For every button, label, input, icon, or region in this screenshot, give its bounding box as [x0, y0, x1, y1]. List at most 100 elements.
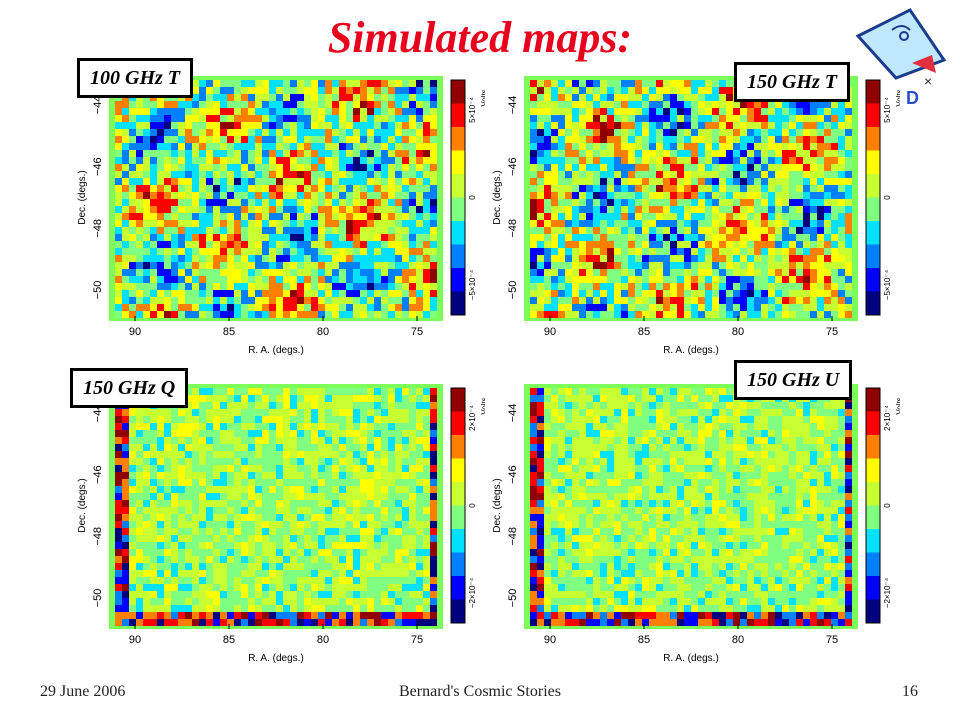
colorbar-tick-label: −5×10⁻⁴ [883, 269, 892, 300]
colorbar-frame [865, 79, 881, 316]
y-tick-label: −48 [507, 219, 519, 238]
colorbar-frame [865, 387, 881, 624]
colorbar-segment [866, 103, 880, 128]
colorbar-segment [451, 268, 465, 292]
footer-title: Bernard's Cosmic Stories [399, 683, 561, 700]
y-tick-label: −44 [92, 96, 104, 115]
x-tick-label: 90 [129, 326, 141, 338]
colorbar-segment [866, 291, 880, 316]
y-axis-label: Dec. (degs.) [492, 478, 503, 532]
colorbar-tick-label: 0 [468, 503, 477, 508]
colorbar-segment [866, 411, 880, 436]
map-plot: 2×10⁻⁴ 0 −2×10⁻⁴ Volts 90 85 80 75 −44 −46 −48 −50 R… [77, 384, 485, 664]
y-tick-label: −48 [92, 219, 104, 238]
colorbar-segment [451, 221, 465, 245]
colorbar-segment [451, 529, 465, 553]
colorbar-segment [451, 103, 465, 128]
colorbar-segment [866, 174, 880, 198]
y-tick-label: −46 [92, 157, 104, 176]
colorbar-segment [451, 150, 465, 175]
colorbar-segment [866, 197, 880, 222]
colorbar-segment [866, 435, 880, 459]
y-tick-label: −46 [92, 465, 104, 484]
panel-label: 100 GHz T [77, 58, 193, 98]
colorbar-tick-label: −2×10⁻⁴ [883, 577, 892, 608]
colorbar-segment [451, 244, 465, 269]
svg-text:×: × [924, 73, 932, 89]
colorbar-segment [866, 127, 880, 151]
map-panel-150ghz-t: 5×10⁻⁴ 0 −5×10⁻⁴ Volts 90 85 80 75 −44 −46 −48 −50 R… [490, 62, 900, 360]
map-panel-100ghz-t: 5×10⁻⁴ 0 −5×10⁻⁴ Volts 90 85 80 75 −44 −46 −48 −50 R… [75, 58, 485, 360]
colorbar-segment [866, 221, 880, 245]
colorbar-segment [451, 80, 465, 104]
map-plot: 5×10⁻⁴ 0 −5×10⁻⁴ Volts 90 85 80 75 −44 −46 −48 −50 R… [77, 76, 485, 356]
colorbar-segment [451, 411, 465, 436]
colorbar-segment [451, 174, 465, 198]
colorbar-tick-label: 2×10⁻⁴ [468, 405, 477, 431]
logo: × D [855, 8, 947, 106]
colorbar-unit-label: Volts [895, 89, 900, 106]
x-axis-label: R. A. (degs.) [663, 345, 719, 356]
y-tick-label: −50 [92, 589, 104, 608]
y-tick-label: −48 [92, 527, 104, 546]
colorbar-frame [450, 79, 466, 316]
map-image [530, 388, 852, 626]
colorbar-tick-label: −5×10⁻⁴ [468, 269, 477, 300]
colorbar-tick-label: 2×10⁻⁴ [883, 405, 892, 431]
colorbar-tick-label: −2×10⁻⁴ [468, 577, 477, 608]
map-image [115, 388, 437, 626]
map-image [115, 80, 437, 318]
colorbar-segment [866, 552, 880, 577]
colorbar-segment [866, 388, 880, 412]
x-tick-label: 85 [223, 634, 235, 646]
colorbar-unit-label: Volts [480, 89, 485, 106]
slide-title: Simulated maps: [327, 13, 633, 62]
map-panel-150ghz-u: 2×10⁻⁴ 0 −2×10⁻⁴ Volts 90 85 80 75 −44 −46 −48 −50 R… [490, 360, 900, 668]
y-tick-label: −44 [507, 96, 519, 115]
x-tick-label: 75 [826, 326, 838, 338]
colorbar-segment [451, 458, 465, 483]
footer-date: 29 June 2006 [40, 683, 126, 700]
y-tick-label: −44 [92, 404, 104, 423]
y-tick-label: −46 [507, 157, 519, 176]
map-image [530, 80, 852, 318]
y-tick-label: −46 [507, 465, 519, 484]
y-tick-label: −44 [507, 404, 519, 423]
colorbar-segment [866, 80, 880, 104]
colorbar-segment [451, 435, 465, 459]
map-panel-150ghz-q: 2×10⁻⁴ 0 −2×10⁻⁴ Volts 90 85 80 75 −44 −46 −48 −50 R… [70, 368, 485, 668]
panel-label: 150 GHz Q [70, 368, 189, 408]
y-tick-label: −50 [92, 281, 104, 300]
x-tick-label: 80 [317, 326, 329, 338]
colorbar-segment [451, 127, 465, 151]
colorbar-frame [450, 387, 466, 624]
colorbar-tick-label: 0 [468, 195, 477, 200]
y-axis-label: Dec. (degs.) [77, 478, 88, 532]
x-tick-label: 80 [732, 326, 744, 338]
x-tick-label: 90 [544, 634, 556, 646]
x-tick-label: 90 [129, 634, 141, 646]
colorbar-segment [866, 599, 880, 624]
x-tick-label: 90 [544, 326, 556, 338]
colorbar-segment [451, 197, 465, 222]
colorbar-segment [866, 576, 880, 600]
colorbar-segment [866, 529, 880, 553]
x-axis-label: R. A. (degs.) [663, 653, 719, 664]
x-tick-label: 80 [732, 634, 744, 646]
panel-label: 150 GHz T [734, 62, 850, 102]
map-plot: 5×10⁻⁴ 0 −5×10⁻⁴ Volts 90 85 80 75 −44 −46 −48 −50 R… [492, 76, 900, 356]
colorbar-tick-label: 0 [883, 195, 892, 200]
colorbar-segment [451, 599, 465, 624]
colorbar-segment [451, 388, 465, 412]
x-tick-label: 85 [638, 326, 650, 338]
svg-text:D: D [906, 88, 919, 106]
colorbar-segment [866, 482, 880, 506]
colorbar-segment [451, 552, 465, 577]
y-tick-label: −50 [507, 589, 519, 608]
x-tick-label: 75 [411, 634, 423, 646]
y-tick-label: −48 [507, 527, 519, 546]
colorbar-tick-label: 0 [883, 503, 892, 508]
colorbar-tick-label: 5×10⁻⁴ [883, 97, 892, 123]
colorbar-segment [451, 291, 465, 316]
colorbar-segment [451, 505, 465, 530]
